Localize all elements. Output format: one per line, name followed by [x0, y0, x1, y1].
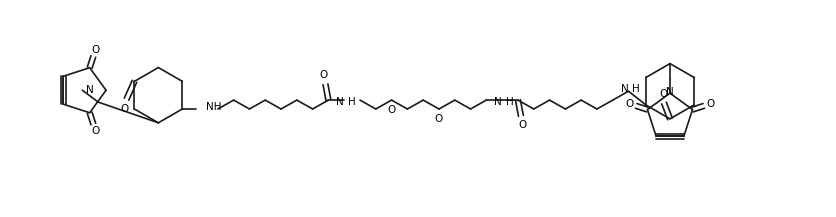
- Text: O: O: [387, 105, 395, 115]
- Text: H: H: [632, 84, 640, 94]
- Text: O: O: [319, 71, 327, 81]
- Text: O: O: [120, 104, 129, 114]
- Text: O: O: [658, 89, 666, 99]
- Text: O: O: [518, 120, 527, 130]
- Text: H: H: [506, 97, 513, 107]
- Text: O: O: [624, 99, 633, 109]
- Text: O: O: [706, 99, 714, 109]
- Text: O: O: [91, 126, 99, 136]
- Text: O: O: [91, 45, 99, 55]
- Text: NH: NH: [206, 102, 222, 112]
- Text: O: O: [435, 114, 442, 124]
- Text: N: N: [336, 97, 344, 107]
- Text: H: H: [348, 97, 355, 107]
- Text: N: N: [665, 87, 673, 97]
- Text: N: N: [494, 97, 502, 107]
- Text: N: N: [620, 84, 628, 94]
- Text: N: N: [86, 85, 94, 95]
